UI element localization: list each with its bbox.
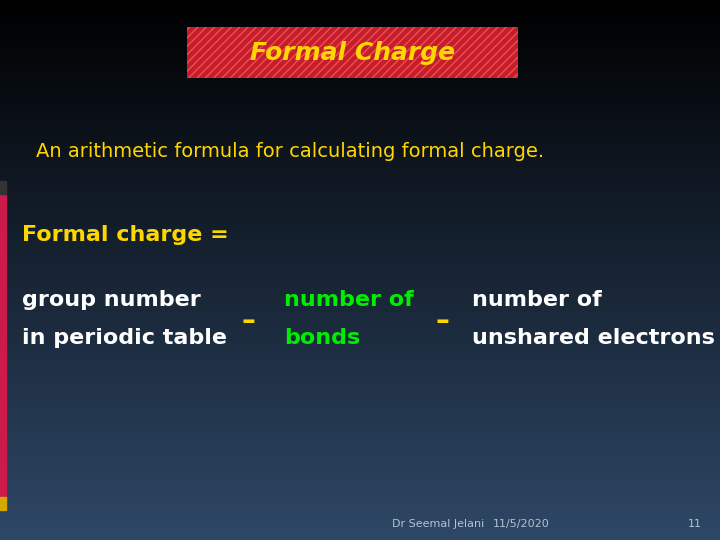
Text: –: – xyxy=(241,307,256,335)
Text: Dr Seemal Jelani: Dr Seemal Jelani xyxy=(392,519,485,529)
Text: 11: 11 xyxy=(688,519,702,529)
Text: 11/5/2020: 11/5/2020 xyxy=(493,519,550,529)
Text: Formal charge =: Formal charge = xyxy=(22,225,228,245)
Text: in periodic table: in periodic table xyxy=(22,327,227,348)
Text: number of: number of xyxy=(284,289,414,310)
Text: number of: number of xyxy=(472,289,601,310)
Text: unshared electrons: unshared electrons xyxy=(472,327,714,348)
Bar xyxy=(0,497,6,510)
Text: bonds: bonds xyxy=(284,327,361,348)
Bar xyxy=(0,194,6,497)
FancyBboxPatch shape xyxy=(187,27,518,78)
Text: group number: group number xyxy=(22,289,200,310)
Text: Formal Charge: Formal Charge xyxy=(251,40,455,65)
Text: An arithmetic formula for calculating formal charge.: An arithmetic formula for calculating fo… xyxy=(36,141,544,161)
Text: –: – xyxy=(436,307,450,335)
Bar xyxy=(0,181,6,194)
